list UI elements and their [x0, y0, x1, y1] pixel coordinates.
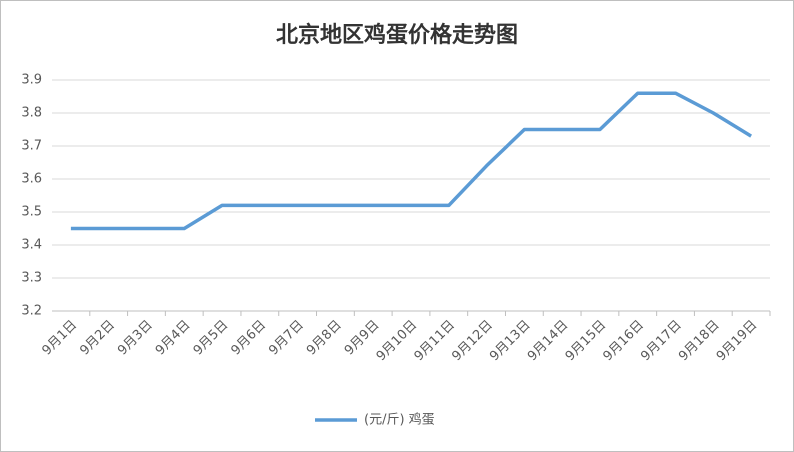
y-tick-label: 3.7	[21, 139, 42, 154]
y-tick-label: 3.9	[21, 73, 42, 88]
y-tick-label: 3.8	[21, 106, 42, 121]
y-tick-label: 3.3	[21, 271, 42, 286]
legend-label: (元/斤) 鸡蛋	[364, 412, 435, 428]
y-tick-label: 3.4	[21, 238, 42, 253]
y-tick-label: 3.6	[21, 172, 42, 187]
data-line	[70, 91, 753, 231]
y-tick-label: 3.2	[21, 304, 42, 319]
y-tick-label: 3.5	[21, 205, 42, 220]
chart-title: 北京地区鸡蛋价格走势图	[276, 22, 518, 48]
